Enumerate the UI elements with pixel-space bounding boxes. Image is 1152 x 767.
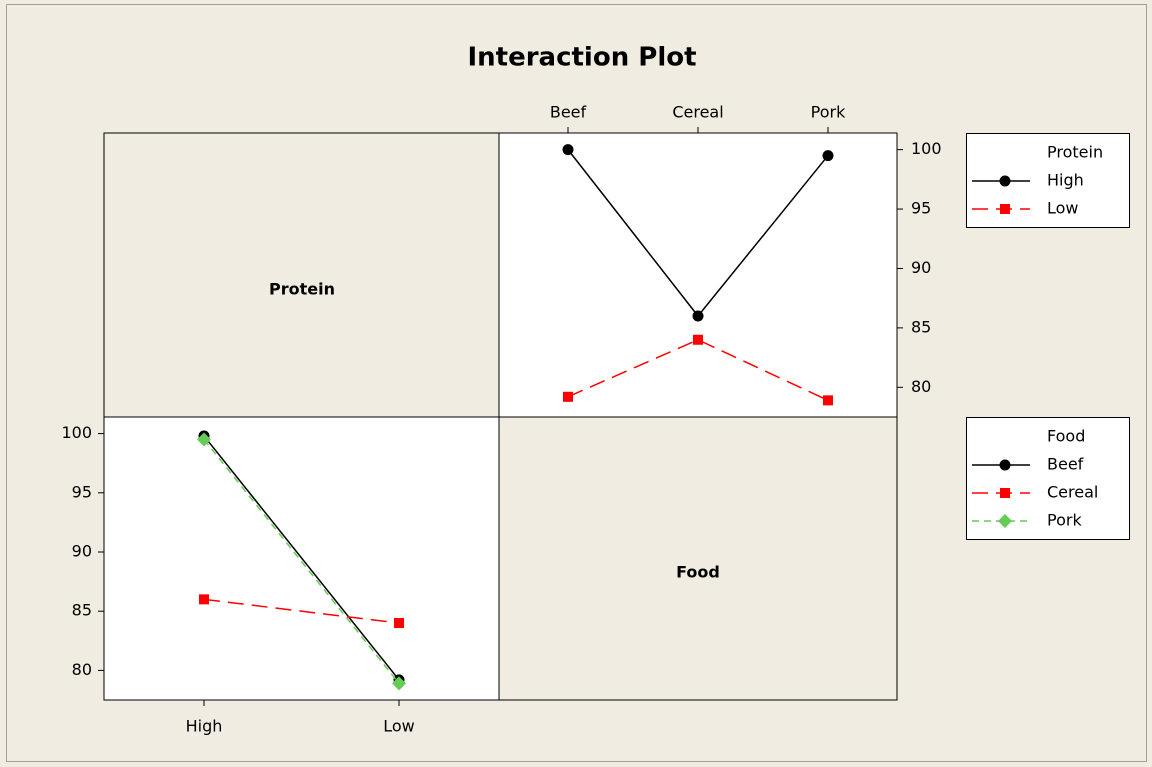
marker (199, 594, 209, 605)
legend-label: Cereal (1047, 483, 1098, 502)
marker (692, 310, 704, 322)
y-tick-label: 100 (911, 139, 942, 158)
series-line (203, 435, 400, 681)
marker (1000, 204, 1010, 214)
y-tick-label: 100 (61, 423, 92, 442)
x-tick-label: High (186, 717, 223, 736)
series-line (203, 439, 400, 684)
x-tick-label: Low (383, 717, 415, 736)
series-line (203, 598, 400, 624)
x-tick-label: Beef (550, 103, 587, 122)
y-tick-label: 95 (911, 199, 931, 218)
y-tick-label: 85 (72, 601, 92, 620)
x-tick-label: Pork (811, 103, 846, 122)
x-tick-label: Cereal (672, 103, 723, 122)
marker (394, 618, 404, 629)
marker (999, 175, 1011, 187)
y-tick-label: 90 (72, 541, 92, 560)
y-tick-label: 80 (72, 660, 92, 679)
y-tick-label: 85 (911, 317, 931, 336)
marker (693, 334, 703, 345)
panel-label: Food (676, 563, 720, 582)
marker (197, 432, 211, 447)
legend-title: Food (1047, 427, 1085, 446)
y-tick-label: 95 (72, 482, 92, 501)
legend (966, 417, 1130, 540)
marker (562, 144, 574, 156)
marker (823, 395, 833, 406)
legend-label: Low (1047, 199, 1079, 218)
y-tick-label: 80 (911, 377, 931, 396)
chart-title: Interaction Plot (467, 43, 696, 73)
marker (822, 150, 834, 162)
marker (1000, 488, 1010, 498)
panel (498, 132, 898, 418)
panel-label: Protein (269, 280, 335, 299)
marker (563, 391, 573, 402)
legend-label: Beef (1047, 455, 1084, 474)
legend-label: High (1047, 171, 1084, 190)
y-tick-label: 90 (911, 258, 931, 277)
marker (998, 514, 1012, 528)
frame (6, 4, 1147, 762)
marker (999, 459, 1011, 471)
legend-label: Pork (1047, 511, 1082, 530)
marker (392, 676, 406, 691)
legend-title: Protein (1047, 143, 1103, 162)
